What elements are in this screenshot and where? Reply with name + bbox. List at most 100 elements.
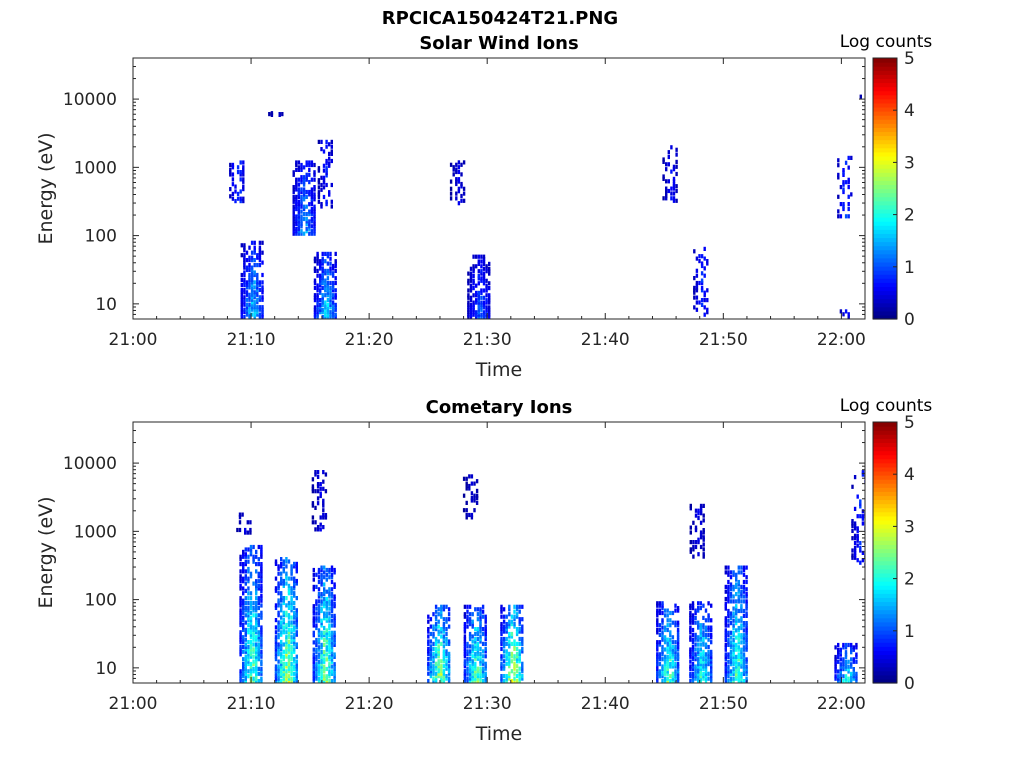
heatmap-cell (324, 280, 327, 286)
heatmap-cell (508, 641, 511, 646)
heatmap-cell (287, 642, 291, 647)
heatmap-cell (671, 652, 675, 657)
heatmap-cell (249, 625, 253, 630)
heatmap-cell (691, 606, 695, 611)
heatmap-cell (666, 679, 669, 683)
heatmap-cell (440, 627, 443, 632)
heatmap-cell (300, 224, 303, 229)
heatmap-cell (742, 647, 746, 652)
heatmap-cell (842, 187, 845, 192)
heatmap-cell (676, 642, 680, 647)
heatmap-cell (442, 656, 446, 661)
heatmap-cell (521, 664, 524, 669)
heatmap-cell (324, 300, 327, 305)
heatmap-cell (476, 669, 480, 674)
heatmap-cell (468, 486, 471, 491)
heatmap-cell (667, 150, 670, 155)
heatmap-cell (737, 666, 740, 672)
heatmap-cell (244, 605, 247, 611)
heatmap-cell (844, 180, 848, 185)
heatmap-cell (737, 599, 740, 604)
heatmap-cell (320, 671, 323, 676)
heatmap-cell (432, 651, 435, 656)
heatmap-cell (702, 528, 705, 533)
heatmap-cell (669, 657, 672, 662)
heatmap-cell (244, 649, 247, 654)
heatmap-cell (666, 676, 669, 681)
heatmap-cell (675, 152, 678, 157)
heatmap-cell (699, 662, 702, 667)
heatmap-cell (322, 185, 326, 190)
heatmap-cell (475, 312, 478, 317)
heatmap-cell (697, 508, 700, 513)
heatmap-cell (242, 671, 245, 676)
heatmap-cell (280, 674, 283, 679)
heatmap-cell (277, 622, 280, 628)
heatmap-cell (260, 571, 263, 576)
heatmap-cell (290, 596, 293, 601)
heatmap-cell (295, 566, 298, 571)
heatmap-cell (661, 601, 664, 606)
heatmap-cell (427, 614, 430, 619)
heatmap-cell (844, 654, 848, 660)
heatmap-cell (280, 632, 283, 637)
heatmap-cell (280, 669, 283, 674)
heatmap-cell (333, 621, 336, 626)
heatmap-cell (285, 559, 288, 564)
heatmap-cell (249, 669, 253, 674)
heatmap-cell (250, 250, 254, 255)
heatmap-cell (837, 659, 840, 664)
heatmap-cell (477, 269, 480, 274)
heatmap-cell (482, 281, 486, 286)
heatmap-cell (837, 654, 840, 660)
heatmap-cell (699, 674, 702, 679)
heatmap-cell (255, 659, 258, 664)
heatmap-cell (482, 305, 486, 310)
heatmap-cell (282, 598, 285, 603)
heatmap-cell (669, 623, 672, 628)
heatmap-cell (442, 651, 446, 656)
heatmap-cell (260, 554, 263, 559)
heatmap-cell (855, 671, 858, 676)
heatmap-cell (855, 654, 858, 660)
heatmap-cell (697, 674, 700, 679)
heatmap-cell (295, 659, 298, 664)
heatmap-cell (434, 624, 438, 629)
heatmap-cell (440, 679, 443, 683)
heatmap-cell (471, 622, 474, 627)
heatmap-cell (240, 302, 243, 307)
heatmap-cell (302, 204, 306, 209)
heatmap-cell (479, 634, 482, 639)
heatmap-cell (851, 536, 854, 541)
heatmap-cell (244, 552, 247, 557)
colorbar-segment (873, 176, 897, 181)
heatmap-cell (323, 611, 326, 616)
heatmap-cell (297, 231, 301, 236)
heatmap-cell (500, 641, 503, 646)
heatmap-cell (693, 276, 696, 281)
heatmap-cell (707, 662, 710, 667)
heatmap-cell (320, 599, 323, 604)
heatmap-cell (697, 537, 700, 542)
heatmap-cell (710, 654, 713, 659)
heatmap-cell (239, 579, 242, 584)
heatmap-cell (330, 650, 334, 655)
x-tick-label: 22:00 (817, 694, 866, 714)
heatmap-cell (323, 575, 326, 580)
heatmap-cell (257, 562, 260, 567)
heatmap-cell (445, 649, 448, 654)
heatmap-cell (732, 618, 735, 623)
heatmap-cell (280, 593, 283, 598)
heatmap-cell (229, 167, 232, 172)
heatmap-cell (842, 180, 845, 185)
heatmap-cell (742, 657, 746, 662)
heatmap-cell (287, 603, 291, 608)
heatmap-cell (285, 557, 288, 562)
heatmap-cell (853, 506, 857, 511)
heatmap-cell (484, 631, 487, 637)
heatmap-cell (295, 625, 298, 630)
heatmap-cell (672, 181, 676, 186)
heatmap-cell (331, 280, 335, 286)
heatmap-cell (242, 569, 245, 574)
heatmap-cell (258, 253, 262, 258)
